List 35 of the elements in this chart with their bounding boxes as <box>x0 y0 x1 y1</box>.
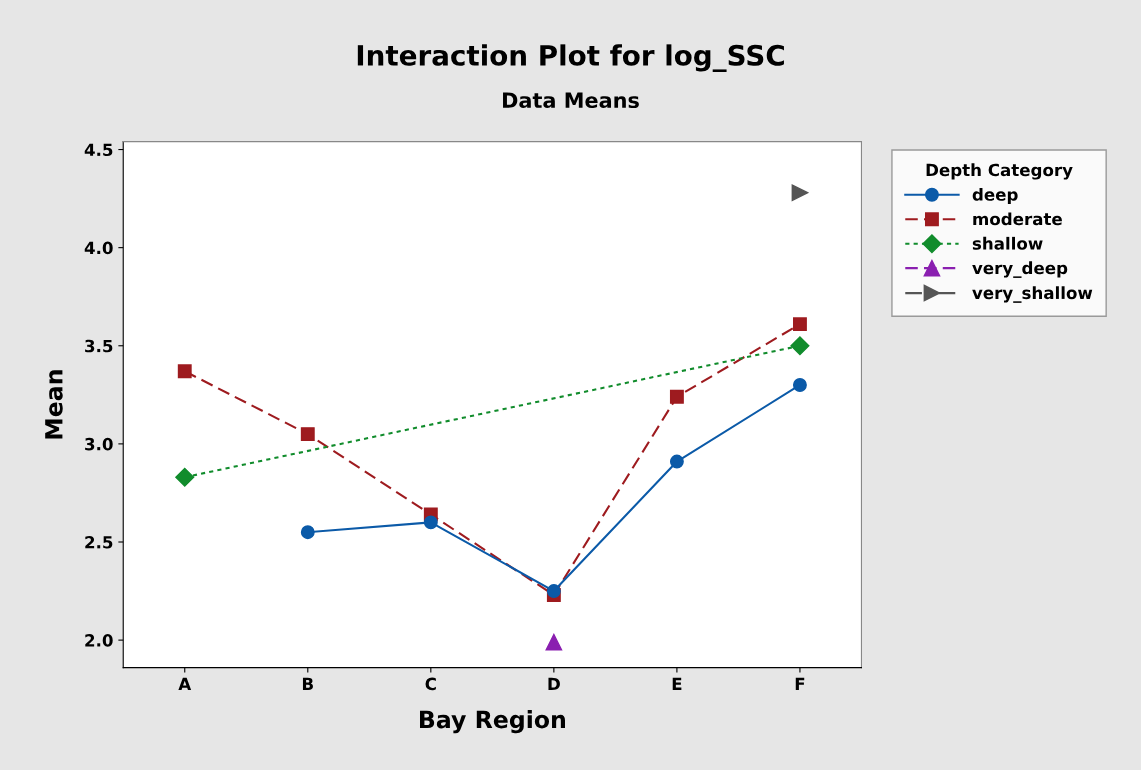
x-axis-title: Bay Region <box>420 710 566 734</box>
chart-title: Interaction Plot for log_SSC <box>357 44 784 72</box>
point <box>790 336 810 356</box>
point <box>423 515 438 530</box>
point <box>546 584 561 599</box>
y-tick-label: 4.0 <box>84 241 113 255</box>
y-tick-label: 2.5 <box>85 535 113 549</box>
x-tick-label: C <box>425 677 436 691</box>
y-tick-label: 2.0 <box>85 634 113 647</box>
legend-title: Depth Category <box>926 163 1073 180</box>
legend-label: very_deep <box>972 261 1068 278</box>
point <box>300 525 315 540</box>
x-tick-label: A <box>178 677 192 690</box>
y-tick-label: 4.5 <box>84 143 113 157</box>
legend-label: very_shallow <box>972 286 1093 303</box>
point <box>545 633 563 651</box>
point <box>669 389 684 404</box>
point <box>175 467 195 487</box>
legend-label: deep <box>972 187 1018 205</box>
legend-label: moderate <box>973 212 1062 226</box>
point <box>300 427 315 442</box>
point <box>177 364 192 379</box>
y-tick-label: 3.5 <box>85 339 113 353</box>
x-tick-label: E <box>672 677 682 690</box>
y-tick-label: 3.0 <box>85 437 113 451</box>
legend-label: shallow <box>972 236 1043 250</box>
x-tick-label: B <box>302 677 313 690</box>
y-axis-title: Mean <box>45 370 63 439</box>
point <box>791 184 809 202</box>
x-tick-label: D <box>548 677 560 690</box>
point <box>792 317 807 332</box>
point <box>792 378 807 392</box>
x-tick-label: F <box>795 677 805 690</box>
chart-subtitle: Data Means <box>503 92 639 109</box>
point <box>669 454 684 469</box>
